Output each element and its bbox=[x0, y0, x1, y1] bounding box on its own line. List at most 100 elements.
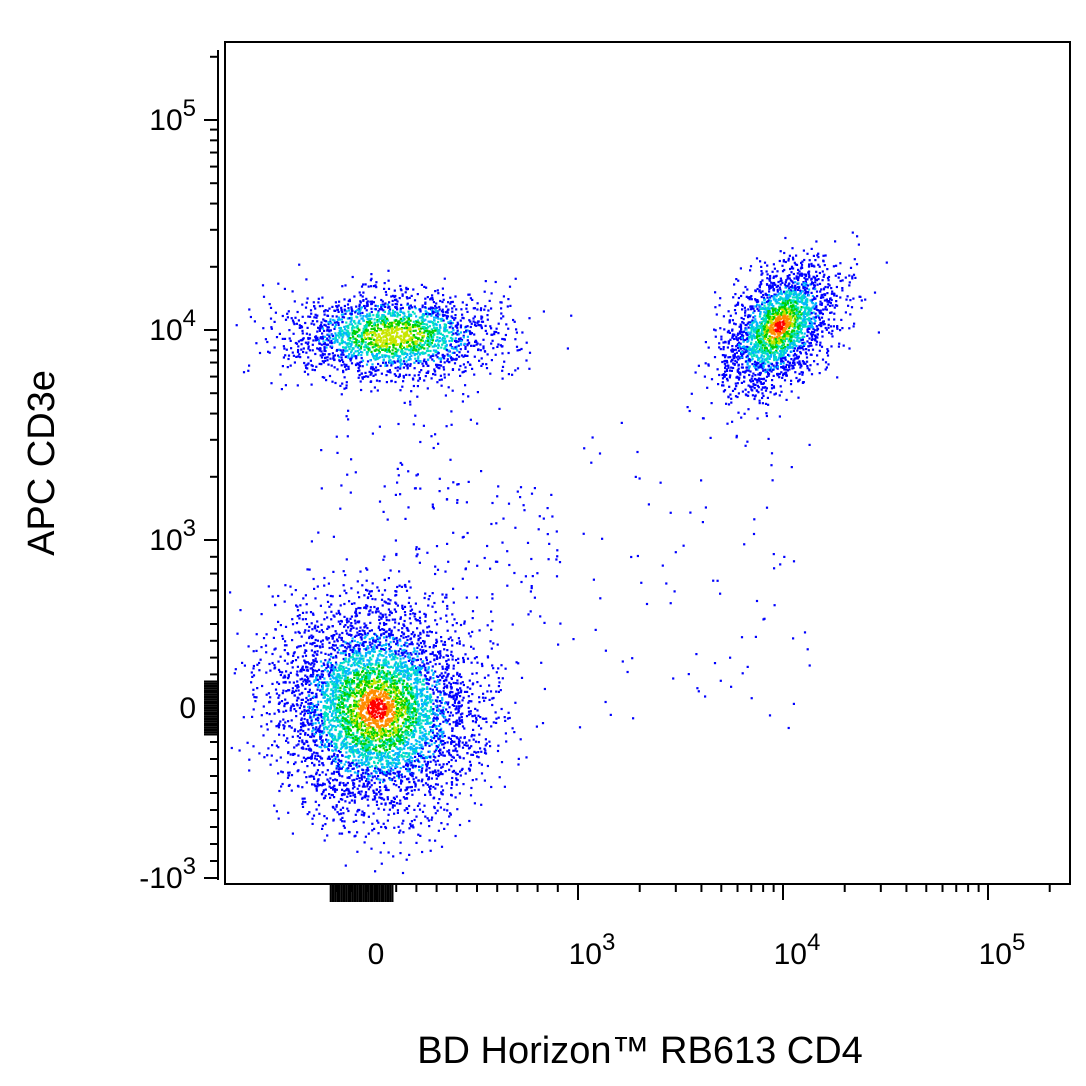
data-point bbox=[436, 709, 439, 712]
data-point bbox=[293, 694, 296, 697]
data-point bbox=[435, 641, 438, 644]
data-point bbox=[344, 670, 347, 673]
data-point bbox=[428, 695, 432, 698]
data-point bbox=[347, 788, 350, 791]
data-point bbox=[416, 673, 419, 676]
data-point bbox=[371, 709, 375, 712]
data-point bbox=[452, 674, 455, 677]
data-point bbox=[320, 651, 323, 654]
data-point bbox=[282, 710, 285, 713]
data-point bbox=[384, 613, 387, 616]
data-point bbox=[329, 594, 332, 598]
data-point bbox=[379, 778, 382, 781]
data-point bbox=[497, 667, 500, 670]
data-point bbox=[348, 705, 351, 708]
data-point bbox=[378, 669, 381, 672]
data-point bbox=[363, 724, 366, 727]
data-point bbox=[313, 764, 316, 767]
data-point bbox=[463, 743, 466, 746]
data-point bbox=[272, 636, 275, 639]
data-point bbox=[402, 831, 405, 834]
data-point bbox=[248, 758, 251, 761]
data-point bbox=[450, 781, 454, 784]
data-point bbox=[385, 656, 388, 659]
data-point bbox=[327, 665, 330, 668]
data-point bbox=[387, 608, 390, 611]
data-point bbox=[352, 662, 355, 665]
data-point bbox=[314, 645, 317, 648]
data-point bbox=[378, 698, 381, 701]
data-point bbox=[334, 688, 337, 691]
data-point bbox=[418, 671, 422, 674]
data-point bbox=[387, 707, 390, 710]
data-point bbox=[356, 787, 359, 790]
data-point bbox=[381, 702, 384, 705]
data-point bbox=[311, 669, 314, 672]
data-point bbox=[361, 739, 365, 742]
data-point bbox=[311, 710, 314, 713]
data-point bbox=[466, 690, 469, 693]
data-point bbox=[352, 646, 355, 649]
data-point bbox=[294, 631, 297, 634]
data-point bbox=[283, 705, 286, 708]
data-point bbox=[354, 669, 357, 672]
data-point bbox=[414, 652, 417, 655]
data-point bbox=[366, 627, 369, 630]
data-point bbox=[364, 683, 367, 686]
data-point bbox=[387, 632, 391, 635]
data-point bbox=[395, 713, 398, 716]
data-point bbox=[336, 651, 339, 654]
data-point bbox=[442, 754, 445, 757]
data-point bbox=[374, 770, 377, 773]
data-point bbox=[347, 767, 350, 770]
data-point bbox=[389, 695, 392, 698]
data-point bbox=[347, 620, 350, 623]
data-point bbox=[322, 716, 325, 719]
data-point bbox=[283, 600, 286, 603]
data-point bbox=[396, 713, 399, 716]
data-point bbox=[338, 710, 341, 713]
data-point bbox=[497, 685, 500, 688]
data-point bbox=[376, 755, 380, 758]
data-point bbox=[246, 741, 249, 744]
data-point bbox=[264, 644, 268, 647]
data-point bbox=[437, 769, 440, 772]
data-point bbox=[399, 701, 402, 704]
data-point bbox=[308, 568, 311, 571]
data-point bbox=[438, 737, 441, 740]
data-point bbox=[358, 712, 362, 715]
data-point bbox=[368, 638, 371, 641]
data-point bbox=[385, 616, 388, 619]
data-point bbox=[448, 751, 451, 754]
data-point bbox=[338, 832, 341, 835]
data-point bbox=[424, 763, 428, 766]
data-point bbox=[365, 749, 368, 752]
data-point bbox=[381, 670, 384, 674]
data-point bbox=[407, 689, 410, 693]
data-point bbox=[348, 653, 351, 656]
data-point bbox=[323, 618, 326, 621]
data-point bbox=[331, 724, 334, 727]
data-point bbox=[373, 710, 377, 713]
data-point bbox=[351, 679, 354, 682]
data-point bbox=[446, 703, 449, 706]
data-point bbox=[334, 630, 337, 633]
data-point bbox=[399, 657, 402, 660]
data-point bbox=[311, 706, 314, 710]
data-point bbox=[301, 802, 304, 805]
data-point bbox=[344, 641, 347, 644]
data-point bbox=[456, 721, 459, 724]
data-point bbox=[405, 720, 408, 723]
data-point bbox=[363, 663, 366, 666]
data-point bbox=[382, 654, 385, 657]
data-point bbox=[394, 753, 397, 756]
data-point bbox=[424, 739, 427, 743]
data-point bbox=[315, 713, 318, 716]
data-point bbox=[346, 670, 349, 673]
data-point bbox=[426, 764, 429, 767]
data-point bbox=[468, 739, 471, 742]
data-point bbox=[390, 658, 393, 661]
data-point bbox=[388, 697, 391, 700]
data-point bbox=[478, 696, 481, 699]
data-point bbox=[332, 685, 335, 688]
